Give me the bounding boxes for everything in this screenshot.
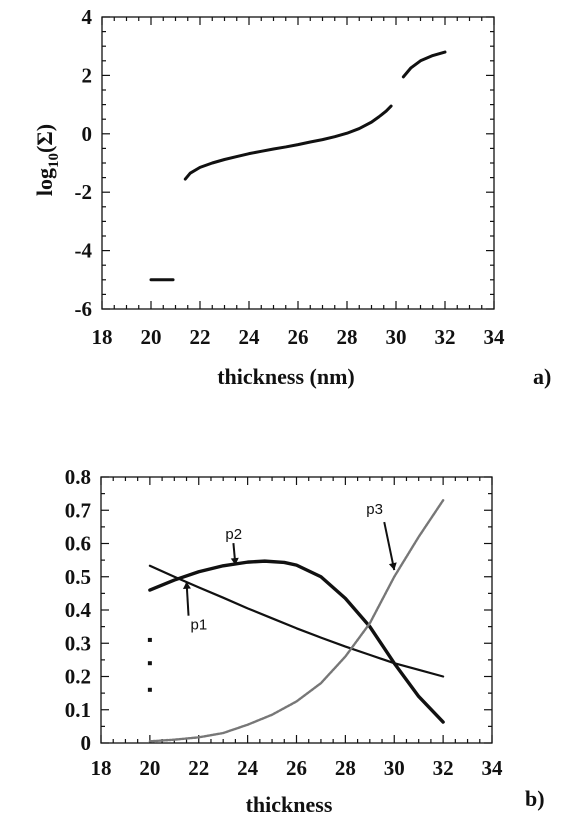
chart-a-y-tick-labels: 4 2 0 -2 -4 -6: [75, 5, 93, 321]
x-tick-label: 28: [337, 325, 358, 349]
y-tick-label: 0.8: [65, 465, 91, 489]
annotation-p1: p1: [191, 617, 208, 634]
x-tick-label: 34: [484, 325, 506, 349]
annotation-arrowhead-p1: [182, 581, 191, 589]
y-tick-label: 0: [82, 122, 93, 146]
x-tick-label: 30: [384, 756, 405, 780]
chart-a-data: [149, 50, 447, 282]
chart-a-frame: [101, 16, 495, 310]
annotation-arrow-p3: [383, 521, 396, 571]
y-tick-label: 4: [82, 5, 93, 29]
x-tick-label: 24: [239, 325, 261, 349]
chart-b-annotations: p1 p2 p3: [182, 501, 397, 634]
y-tick-label: 0.3: [65, 631, 91, 655]
chart-a-y-axis-label: log10(Σ): [32, 124, 62, 196]
y-tick-label: -2: [75, 180, 93, 204]
chart-b-x-axis-label: thickness: [246, 792, 333, 817]
chart-a: 18 20 22 24 26 28 30 32 34 420-2-4-6 thickness (…: [32, 5, 551, 389]
y-tick-label: 0.6: [65, 532, 91, 556]
y-tick-label: -6: [75, 297, 93, 321]
chart-a-series-2: [183, 104, 393, 181]
chart-b-y-tick-labels: 0.8 0.7 0.6 0.5 0.4 0.3 0.2 0.1 0: [65, 465, 92, 755]
x-tick-label: 30: [386, 325, 407, 349]
chart-b: 18 20 22 24 26 28 30 32 34 0.8 0.7 0.6 0.5 0.4 0.3 0.2…: [65, 465, 545, 817]
x-tick-label: 26: [288, 325, 309, 349]
x-tick-label: 32: [433, 756, 454, 780]
chart-b-series-p3: [148, 499, 445, 743]
y-tick-label: 2: [82, 63, 93, 87]
chart-a-series-3: [401, 50, 447, 79]
chart-a-y-axis-label-sub: 10: [46, 153, 62, 168]
annotation-p2: p2: [225, 526, 242, 543]
chart-a-y-axis-label-base: log: [32, 168, 57, 196]
chart-b-point: [147, 687, 152, 692]
x-tick-label: 18: [91, 756, 112, 780]
y-tick-label: 0.1: [65, 698, 91, 722]
chart-a-x-axis-label: thickness (nm): [217, 364, 355, 389]
y-tick-label: -4: [75, 239, 93, 263]
x-tick-label: 28: [335, 756, 356, 780]
annotation-arrowhead-p2: [230, 557, 239, 566]
y-tick-label: 0.2: [65, 665, 91, 689]
chart-a-panel-letter: a): [533, 364, 551, 389]
y-tick-label: 0.7: [65, 498, 91, 522]
x-tick-label: 22: [188, 756, 209, 780]
x-tick-label: 24: [237, 756, 259, 780]
chart-a-ticks: [101, 16, 495, 310]
y-tick-label: 0.5: [65, 565, 91, 589]
chart-b-x-tick-labels: 18 20 22 24 26 28 30 32 34: [91, 756, 504, 780]
chart-a-x-tick-labels: 18 20 22 24 26 28 30 32 34: [92, 325, 506, 349]
y-tick-label: 0.4: [65, 598, 92, 622]
chart-b-series-p2: [148, 559, 445, 724]
x-tick-label: 34: [482, 756, 504, 780]
chart-b-data: [147, 499, 445, 743]
x-tick-label: 22: [190, 325, 211, 349]
x-tick-label: 20: [139, 756, 160, 780]
x-tick-label: 32: [435, 325, 456, 349]
y-tick-label: 0: [81, 731, 92, 755]
chart-b-panel-letter: b): [525, 786, 545, 811]
x-tick-label: 26: [286, 756, 307, 780]
annotation-arrowhead-p3: [388, 562, 397, 571]
chart-b-point: [147, 637, 152, 642]
chart-b-point: [147, 661, 152, 666]
x-tick-label: 18: [92, 325, 113, 349]
annotation-p3: p3: [366, 501, 383, 518]
chart-b-frame: [100, 476, 493, 744]
x-tick-label: 20: [141, 325, 162, 349]
chart-a-y-axis-label-arg: (Σ): [32, 124, 57, 153]
